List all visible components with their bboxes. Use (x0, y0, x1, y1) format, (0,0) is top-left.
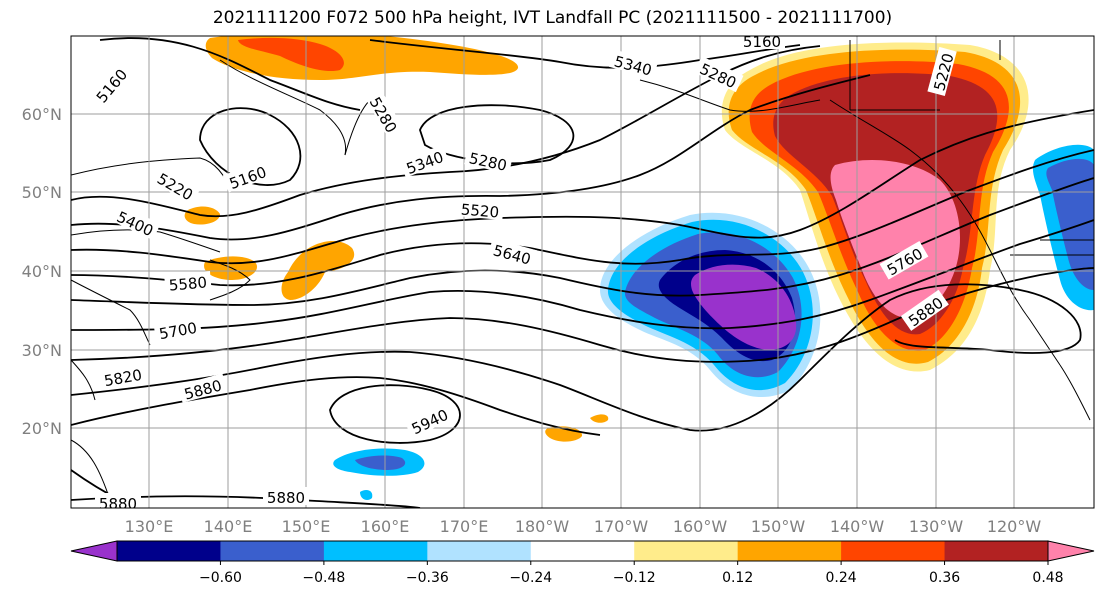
lat-label: 50°N (22, 183, 62, 202)
lon-label: 160°E (361, 517, 410, 536)
colorbar-arrow-fill-right (1048, 541, 1094, 561)
contour-label: 5520 (460, 200, 500, 221)
lon-label: 170°W (594, 517, 649, 536)
lon-label: 140°W (830, 517, 885, 536)
lon-label: 120°W (987, 517, 1042, 536)
colorbar-tick-label: −0.60 (199, 570, 242, 586)
latitude-labels: 60°N 50°N 40°N 30°N 20°N (22, 105, 62, 438)
lon-label: 150°E (282, 517, 331, 536)
colorbar-cell (737, 541, 842, 561)
lat-label: 40°N (22, 262, 62, 281)
graticule (71, 36, 1094, 508)
colorbar-cell (841, 541, 946, 561)
lat-label: 20°N (22, 419, 62, 438)
lon-label: 170°E (440, 517, 489, 536)
colorbar-cell (530, 541, 635, 561)
contour-label: 5880 (267, 489, 305, 507)
colorbar-tick-label: −0.48 (302, 570, 345, 586)
lon-label: 160°W (673, 517, 728, 536)
colorbar-cell (220, 541, 325, 561)
lon-label: 140°E (204, 517, 253, 536)
colorbar-tick-label: 0.24 (826, 570, 857, 586)
lon-label: 130°E (125, 517, 174, 536)
lat-label: 30°N (22, 341, 62, 360)
colorbar-tick-label: −0.12 (613, 570, 656, 586)
colorbar-frame (116, 540, 1049, 562)
colorbar-tick-label: −0.36 (406, 570, 449, 586)
colorbar-cell (634, 541, 739, 561)
colorbar-cell (117, 541, 221, 561)
contour-label: 5880 (99, 495, 137, 513)
colorbar-tick-label: −0.24 (509, 570, 552, 586)
colorbar-cell (944, 541, 1049, 561)
lon-label: 180°W (515, 517, 570, 536)
colorbar-cells (71, 541, 1094, 561)
colorbar-tick-label: 0.48 (1032, 570, 1063, 586)
colorbar-cell (427, 541, 532, 561)
contour-label: 5160 (743, 33, 781, 51)
colorbar: −0.60 −0.48 −0.36 −0.24 −0.12 0.12 0.24 0.36 0.4… (70, 540, 1095, 586)
map-title: 2021111200 F072 500 hPa height, IVT Land… (212, 8, 893, 28)
lat-label: 60°N (22, 105, 62, 124)
colorbar-ticks: −0.60 −0.48 −0.36 −0.24 −0.12 0.12 0.24 0.36 0.4… (199, 561, 1064, 586)
contour-label: 5580 (168, 273, 208, 294)
colorbar-tick-label: 0.12 (722, 570, 753, 586)
lon-label: 150°W (751, 517, 806, 536)
map-frame (70, 35, 1095, 509)
coastlines (71, 40, 1094, 501)
lon-label: 130°W (909, 517, 964, 536)
map-plot-area: 5160 5280 5160 5340 5280 5220 5160 5340 … (71, 33, 1094, 513)
longitude-labels: 130°E 140°E 150°E 160°E 170°E 180°W 170°… (125, 517, 1042, 536)
colorbar-cell (323, 541, 428, 561)
colorbar-arrow-fill-left (71, 541, 117, 561)
colorbar-tick-label: 0.36 (929, 570, 960, 586)
